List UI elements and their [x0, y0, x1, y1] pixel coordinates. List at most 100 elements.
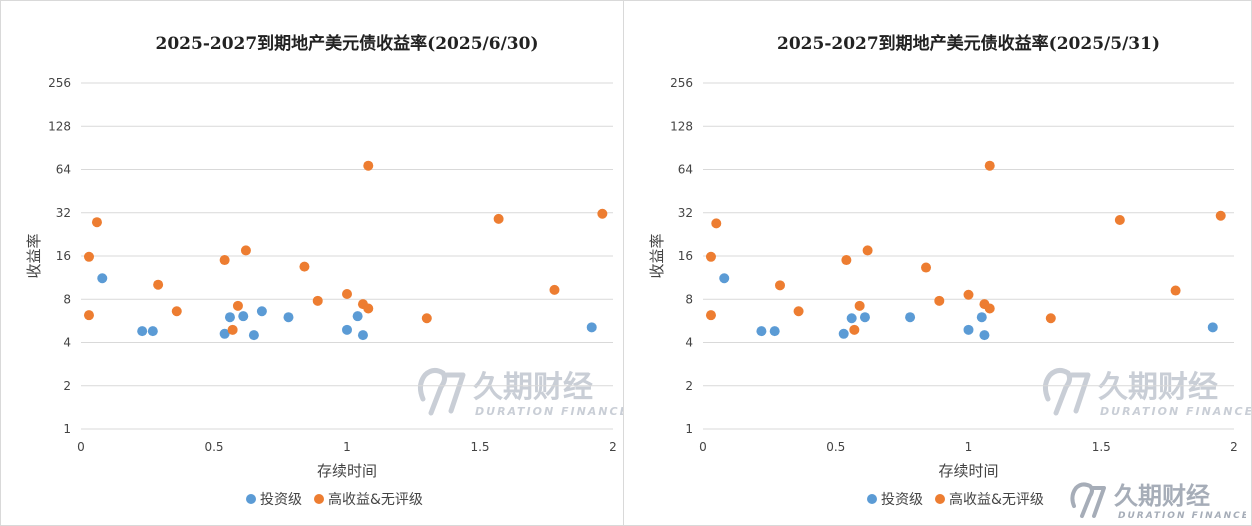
data-point — [342, 324, 352, 335]
data-point — [219, 255, 230, 266]
data-point — [705, 251, 716, 262]
data-point — [283, 312, 294, 323]
data-point — [227, 324, 238, 335]
x-tick-label: 0 — [699, 440, 707, 454]
y-tick-label: 32 — [56, 206, 71, 220]
y-tick-label: 4 — [63, 336, 71, 350]
y-tick-label: 32 — [678, 206, 693, 220]
x-axis-title: 存续时间 — [938, 462, 998, 480]
data-point — [963, 289, 974, 300]
series-1 — [83, 160, 608, 335]
data-point — [597, 208, 608, 219]
y-tick-label: 16 — [56, 249, 71, 263]
data-point — [705, 310, 716, 321]
data-point — [363, 160, 374, 171]
chart-panel-may: 久期财经 DURATION FINANCE 2025-2027到期地产美元债收益率(… — [624, 0, 1252, 526]
data-point — [248, 330, 259, 341]
data-point — [984, 303, 995, 314]
brand-name-en: DURATION FINANCE — [1118, 511, 1246, 521]
y-tick-label: 256 — [670, 76, 693, 90]
data-point — [859, 312, 870, 323]
series-0 — [97, 273, 597, 341]
legend-marker — [867, 494, 877, 504]
data-point — [769, 326, 780, 337]
data-point — [846, 313, 857, 324]
data-point — [97, 273, 108, 284]
brand-name-cn: 久期财经 — [1114, 482, 1210, 510]
x-tick-label: 0 — [77, 440, 85, 454]
watermark-text-en: DURATION FINANCE — [1100, 405, 1251, 418]
y-tick-label: 256 — [48, 76, 71, 90]
watermark-mark-icon — [417, 367, 448, 416]
legend: 投资级 高收益&无评级 — [867, 491, 1044, 508]
data-point — [711, 218, 722, 229]
legend-marker — [935, 494, 945, 504]
data-point — [1114, 214, 1125, 225]
watermark-text-cn: 久期财经 — [1098, 370, 1218, 405]
data-point — [256, 306, 267, 317]
chart-panel-june: 久期财经 DURATION FINANCE 2025-2027到期地产美元债收益率(… — [0, 0, 624, 526]
watermark-text-cn: 久期财经 — [473, 370, 593, 405]
watermark-mark-icon — [444, 372, 466, 414]
x-tick-label: 2 — [609, 440, 617, 454]
data-point — [756, 326, 767, 337]
watermark-mark-icon — [1042, 367, 1073, 416]
legend-label: 高收益&无评级 — [328, 491, 423, 508]
data-point — [854, 300, 865, 311]
data-point — [1045, 313, 1056, 324]
data-point — [934, 295, 945, 306]
data-point — [312, 295, 323, 306]
data-point — [232, 300, 243, 311]
y-tick-label: 2 — [685, 379, 693, 393]
data-point — [849, 324, 860, 335]
data-point — [793, 306, 804, 317]
data-point — [841, 255, 852, 266]
data-point — [976, 312, 987, 323]
x-tick-label: 1 — [965, 440, 973, 454]
y-tick-label: 16 — [678, 249, 693, 263]
data-point — [963, 324, 974, 335]
data-point — [357, 330, 368, 341]
data-point — [224, 312, 235, 323]
data-point — [979, 330, 990, 341]
y-tick-label: 4 — [685, 336, 693, 350]
y-tick-label: 64 — [678, 163, 693, 177]
data-point — [586, 322, 597, 333]
data-point — [137, 326, 148, 337]
x-tick-label: 1.5 — [1092, 440, 1111, 454]
data-point — [838, 328, 849, 339]
data-point — [921, 262, 932, 273]
data-point — [91, 217, 102, 228]
legend-marker — [314, 494, 324, 504]
y-tick-label: 2 — [63, 379, 71, 393]
data-point — [984, 160, 995, 171]
data-point — [1170, 285, 1181, 296]
y-axis-title: 收益率 — [648, 233, 666, 278]
data-point — [147, 326, 158, 337]
data-point — [238, 311, 249, 322]
y-tick-label: 8 — [63, 292, 71, 306]
data-point — [1207, 322, 1218, 333]
data-point — [342, 289, 352, 300]
data-point — [862, 245, 873, 256]
y-tick-label: 64 — [56, 163, 71, 177]
data-point — [299, 261, 310, 272]
x-tick-label: 1.5 — [470, 440, 489, 454]
y-axis-title: 收益率 — [25, 233, 43, 278]
series-1 — [705, 160, 1226, 335]
data-point — [421, 313, 432, 324]
chart-title: 2025-2027到期地产美元债收益率(2025/5/31) — [777, 33, 1160, 54]
y-tick-label: 1 — [685, 422, 693, 436]
data-point — [549, 284, 560, 295]
legend: 投资级 高收益&无评级 — [246, 491, 423, 508]
y-tick-label: 128 — [670, 119, 693, 133]
data-point — [493, 213, 504, 224]
x-tick-label: 0.5 — [204, 440, 223, 454]
watermark-text-en: DURATION FINANCE — [475, 405, 623, 418]
x-tick-label: 0.5 — [826, 440, 845, 454]
data-point — [719, 273, 730, 284]
data-point — [905, 312, 916, 323]
